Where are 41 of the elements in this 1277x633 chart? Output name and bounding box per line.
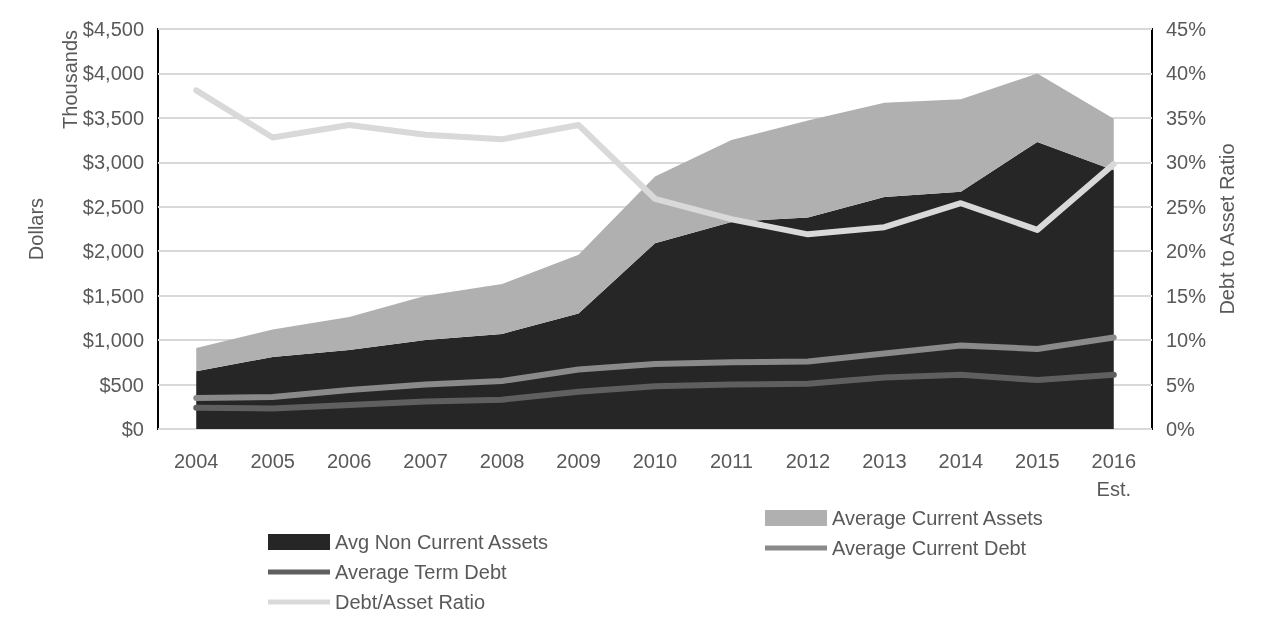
y-tick-label: $1,500 xyxy=(82,284,144,307)
y-tick-label: $4,500 xyxy=(82,18,144,40)
y-tick-label: $3,000 xyxy=(82,151,144,174)
y-tick-label: $3,500 xyxy=(82,106,144,129)
y-tick-label: $0 xyxy=(121,418,144,440)
y-axis-title: Dollars xyxy=(25,197,47,261)
y-tick-label: $1,000 xyxy=(82,329,144,352)
x-tick-label: 2013 xyxy=(862,450,907,472)
x-tick-label: 2005 xyxy=(250,450,295,472)
y2-tick-label: 0% xyxy=(1166,418,1196,440)
y2-tick-label: 40% xyxy=(1166,62,1207,85)
legend-label: Average Current Debt xyxy=(832,537,1027,559)
x-tick-label: 2015 xyxy=(1015,450,1060,472)
y2-tick-label: 10% xyxy=(1166,329,1207,352)
x-tick-label: 2008 xyxy=(479,450,525,472)
x-tick-label: 2014 xyxy=(938,450,984,472)
y-tick-label: $4,000 xyxy=(82,62,144,85)
x-tick-label: 2007 xyxy=(403,450,448,472)
legend-label: Average Term Debt xyxy=(335,561,508,583)
x-tick-label: 2009 xyxy=(556,450,601,472)
text: Thousands xyxy=(59,29,81,129)
y2-tick-label: 20% xyxy=(1166,240,1207,263)
y-tick-label: $2,500 xyxy=(82,195,144,218)
x-tick-label: 2004 xyxy=(173,450,219,472)
y2-tick-label: 45% xyxy=(1166,18,1207,40)
legend-label: Avg Non Current Assets xyxy=(335,531,549,553)
y-tick-label: $2,000 xyxy=(82,240,144,263)
legend-label: Debt/Asset Ratio xyxy=(335,591,486,613)
y-tick-label: $500 xyxy=(99,373,144,396)
y2-axis-title: Debt to Asset Ratio xyxy=(1215,143,1238,315)
x-tick-label: 2010 xyxy=(632,450,678,472)
x-tick-label: 2011 xyxy=(709,450,753,472)
y2-tick-label: 25% xyxy=(1166,195,1207,218)
x-tick-label: 2006 xyxy=(326,450,372,472)
x-tick-label: 2012 xyxy=(785,450,831,472)
y2-tick-label: 5% xyxy=(1166,373,1196,396)
y2-tick-label: 30% xyxy=(1166,151,1207,174)
legend-label: Average Current Assets xyxy=(832,507,1043,529)
y2-tick-label: 15% xyxy=(1166,284,1207,307)
x-tick-label: 2016 Est. xyxy=(1091,450,1137,500)
y2-tick-label: 35% xyxy=(1166,106,1207,129)
